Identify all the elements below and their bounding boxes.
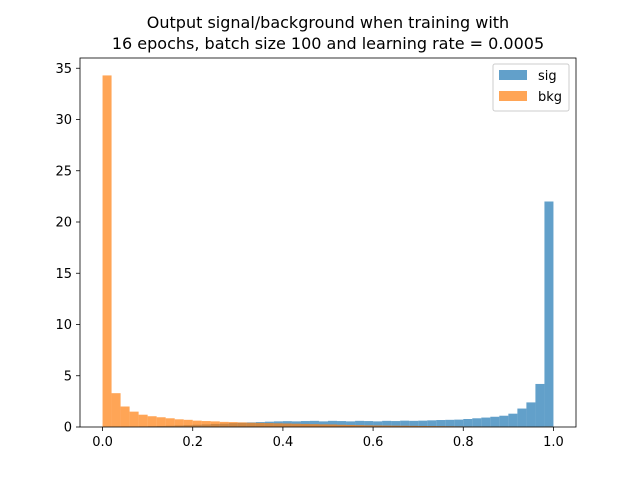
bar-bkg [382,425,392,427]
bar-sig [517,408,527,427]
legend: sig bkg [492,63,570,112]
bar-bkg [192,420,202,427]
bar-bkg [291,423,301,427]
bar-sig [355,420,365,427]
x-tick-label: 0.0 [92,435,113,450]
bar-bkg [201,421,211,427]
legend-swatch-sig [499,70,527,80]
x-axis: 0.0 0.2 0.4 0.6 0.8 1.0 [92,427,564,450]
bar-sig [409,420,419,427]
y-tick-label: 5 [64,369,72,384]
bar-bkg [228,422,238,427]
bar-sig [328,420,338,427]
bar-sig [373,421,383,427]
bar-bkg [183,419,193,427]
bar-bkg [391,425,401,427]
bar-sig [535,383,545,427]
bar-bkg [400,425,410,427]
bar-bkg [364,425,374,427]
chart-title-line1: Output signal/background when training w… [147,13,509,32]
bar-bkg [355,425,365,427]
y-axis: 0 5 10 15 20 25 30 35 [55,62,80,436]
bar-sig [337,421,347,427]
bar-bkg [264,423,274,427]
bar-sig [445,419,455,427]
bar-bkg [165,418,175,427]
bar-sig [346,421,356,427]
bar-sig [481,417,491,427]
y-tick-label: 0 [64,421,72,436]
bar-sig [382,420,392,427]
bar-bkg [273,423,283,427]
bar-sig [400,420,410,427]
bar-bkg [219,421,229,427]
bar-sig [427,420,437,427]
series-bkg [102,75,554,428]
bar-bkg [373,425,383,427]
plot-frame [79,57,577,428]
bar-sig [391,421,401,427]
bar-bkg [120,406,130,427]
bar-sig [318,421,328,427]
bar-bkg [436,426,446,427]
bar-bkg [346,424,356,427]
x-tick-label: 1.0 [543,435,564,450]
bar-bkg [237,422,247,427]
bar-bkg [111,393,121,427]
bar-bkg [418,425,428,427]
bar-bkg [409,425,419,427]
bar-bkg [138,414,148,427]
bar-bkg [147,416,157,427]
x-tick-label: 0.6 [363,435,384,450]
y-tick-label: 25 [55,164,72,179]
bar-bkg [300,423,310,427]
bar-sig [508,413,518,427]
bar-bkg [337,424,347,427]
bar-bkg [129,411,139,427]
bar-bkg [156,417,166,427]
bar-sig [499,415,509,427]
bar-bkg [174,419,184,427]
y-tick-label: 30 [55,113,72,128]
bar-bkg [328,424,338,427]
y-tick-label: 35 [55,62,72,77]
bar-bkg [255,422,265,427]
bar-sig [463,419,473,427]
bar-sig [544,201,554,427]
bar-bkg [318,424,328,427]
legend-label-bkg: bkg [538,90,562,105]
bar-sig [454,419,464,427]
bar-bkg [309,424,319,427]
legend-swatch-bkg [499,91,527,101]
bar-sig [309,420,319,427]
bar-sig [436,420,446,427]
histogram-bars [102,75,554,428]
bar-bkg [427,426,437,427]
x-tick-label: 0.8 [453,435,474,450]
bar-sig [472,418,482,427]
chart-title-line2: 16 epochs, batch size 100 and learning r… [112,34,544,53]
legend-label-sig: sig [538,69,557,84]
x-tick-label: 0.4 [273,435,294,450]
bar-sig [526,402,536,427]
x-tick-label: 0.2 [182,435,203,450]
bar-sig [418,420,428,427]
bar-bkg [282,423,292,427]
y-tick-label: 15 [55,267,72,282]
bar-bkg [246,422,256,427]
y-tick-label: 20 [55,216,72,231]
bar-bkg [210,421,220,427]
bar-sig [364,421,374,427]
bar-sig [490,416,500,427]
bar-bkg [102,75,112,428]
y-tick-label: 10 [55,318,72,333]
